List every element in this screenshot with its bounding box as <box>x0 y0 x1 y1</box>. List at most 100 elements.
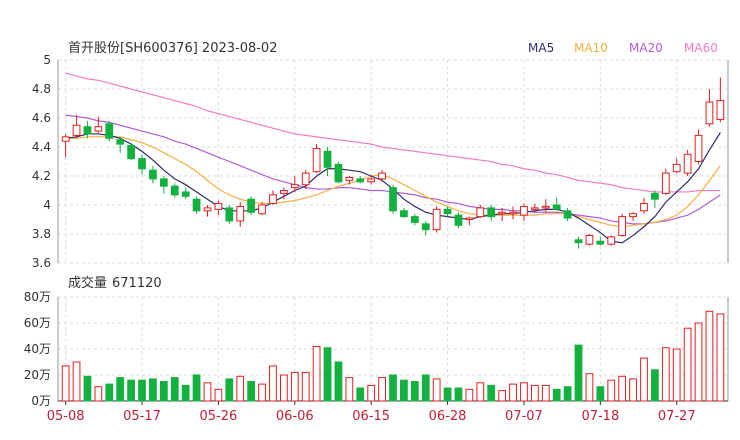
date-tick-label: 06-06 <box>276 409 314 424</box>
candle <box>465 216 474 226</box>
price-tick-label: 3.8 <box>32 227 51 241</box>
candle <box>356 176 365 184</box>
candle-body <box>596 240 605 245</box>
candle <box>672 158 681 174</box>
volume-bar <box>596 386 605 402</box>
candle <box>269 190 277 205</box>
volume-bar <box>661 347 670 402</box>
volume-tick-label: 80万 <box>24 290 51 304</box>
volume-bar <box>410 381 419 402</box>
volume-bar <box>138 379 146 402</box>
volume-bar <box>181 384 190 402</box>
volume-title: 成交量 671120 <box>68 275 162 291</box>
price-tick-label: 4.2 <box>32 169 51 183</box>
volume-bar <box>203 382 212 402</box>
volume-bar <box>192 374 201 402</box>
candle <box>509 206 517 220</box>
volume-bar <box>269 365 277 402</box>
volume-bar <box>323 347 332 402</box>
candle-body <box>105 123 114 139</box>
volume-tick-label: 0万 <box>31 394 51 408</box>
candle-body <box>149 169 157 180</box>
volume-bar <box>356 387 365 402</box>
legend-ma20: MA20 <box>629 41 663 55</box>
volume-bars <box>61 310 725 402</box>
volume-bar <box>247 381 256 402</box>
candle <box>443 206 452 217</box>
volume-bar <box>618 375 627 402</box>
candle-body <box>509 211 517 215</box>
candle <box>618 213 627 237</box>
candle <box>530 203 539 213</box>
candle-body <box>389 187 397 212</box>
date-tick-label: 06-28 <box>429 409 467 424</box>
candle-body <box>181 191 190 197</box>
volume-bar <box>83 375 92 402</box>
date-tick-label: 06-15 <box>352 409 390 424</box>
candle <box>498 207 507 221</box>
price-axis-labels: 3.6 3.8 4 4.2 4.4 4.6 4.8 5 <box>32 53 51 270</box>
candle-body <box>127 145 135 160</box>
volume-bar <box>127 379 135 402</box>
volume-bar <box>400 379 408 402</box>
candle-body <box>607 236 616 245</box>
volume-axis-labels: 0万 20万 40万 60万 80万 <box>24 290 51 408</box>
volume-bar <box>72 361 81 402</box>
volume-bar <box>94 386 103 402</box>
candle-body <box>138 158 146 170</box>
candle <box>170 183 179 198</box>
candle-body <box>203 207 212 212</box>
candle <box>389 184 397 214</box>
candle-body <box>716 100 725 120</box>
candle <box>432 206 441 233</box>
volume-bar <box>225 378 234 402</box>
volume-bar <box>487 384 496 402</box>
volume-bar <box>716 313 725 402</box>
candle <box>345 176 354 185</box>
candle <box>640 197 648 214</box>
volume-bar <box>334 361 343 402</box>
volume-bar <box>258 383 266 402</box>
candle <box>716 77 725 123</box>
candle-body <box>454 214 463 226</box>
date-tick-label: 05-26 <box>200 409 238 424</box>
volume-bar <box>563 386 572 402</box>
candle <box>552 197 561 211</box>
candle-body <box>629 213 637 218</box>
legend-ma10: MA10 <box>574 41 608 55</box>
candle <box>574 236 583 249</box>
candle-body <box>487 207 496 218</box>
candle <box>301 170 310 190</box>
price-tick-label: 3.6 <box>32 256 51 270</box>
candle-body <box>541 205 550 209</box>
candle-body <box>400 210 408 218</box>
candle-body <box>192 198 201 212</box>
candle-body <box>269 194 277 205</box>
candle-body <box>498 211 507 215</box>
candle-body <box>563 210 572 219</box>
volume-bar <box>432 378 441 402</box>
volume-bar <box>378 377 386 402</box>
candle <box>487 205 496 221</box>
volume-bar <box>640 357 648 402</box>
volume-bar <box>61 365 70 402</box>
candle-body <box>694 134 703 162</box>
candle-body <box>661 172 670 194</box>
candle <box>400 207 408 219</box>
candle-body <box>214 203 223 210</box>
candle <box>596 236 605 246</box>
volume-bar <box>629 378 637 402</box>
candle-body <box>618 216 627 236</box>
legend-ma60: MA60 <box>684 41 718 55</box>
candle <box>181 187 190 200</box>
price-tick-label: 4 <box>43 198 51 212</box>
candle-body <box>116 139 125 145</box>
candle <box>607 235 616 246</box>
volume-bar <box>149 378 157 402</box>
volume-tick-label: 20万 <box>24 368 51 382</box>
volume-bar <box>443 387 452 402</box>
volume-bar <box>159 381 168 402</box>
volume-bar <box>389 374 397 402</box>
candle <box>94 116 103 134</box>
